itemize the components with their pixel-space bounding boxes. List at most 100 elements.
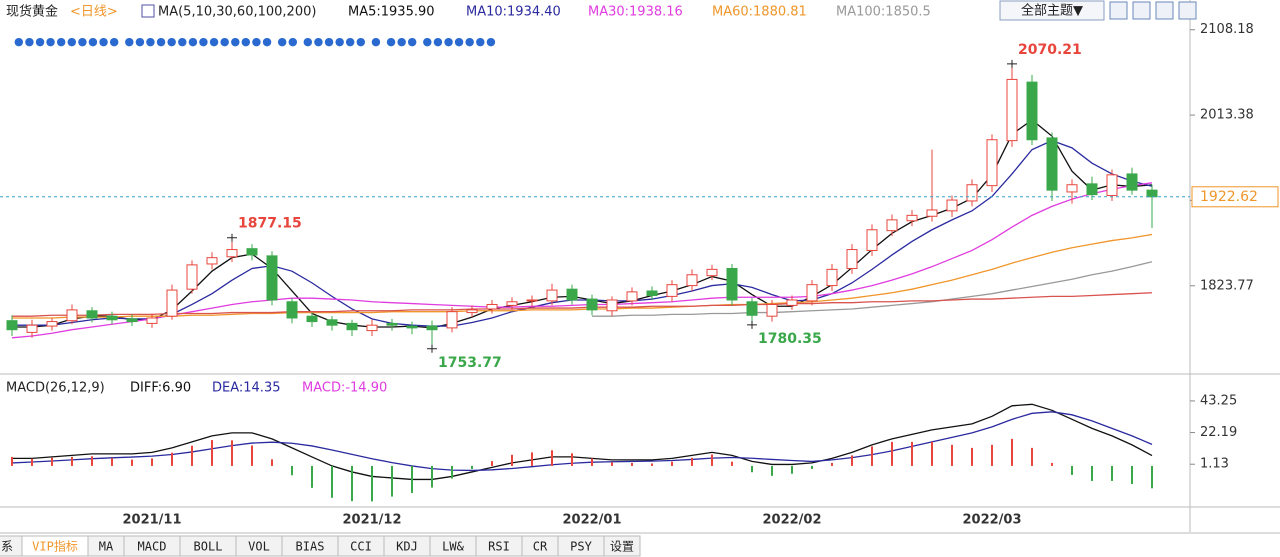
y-tick-label: 1.13 — [1200, 457, 1229, 472]
tab-label: MA — [99, 540, 114, 554]
macd-bar — [1071, 465, 1073, 475]
candle-body — [926, 209, 938, 217]
candle-body — [566, 288, 578, 301]
period[interactable]: <日线> — [70, 5, 118, 20]
macd-bar — [111, 458, 113, 466]
extreme-label: 1753.77 — [438, 355, 502, 371]
macd-bar — [11, 456, 13, 466]
candle-body — [166, 289, 178, 317]
x-tick-label: 2022/01 — [562, 513, 621, 528]
candle-body — [1006, 78, 1018, 142]
ma-params: MA(5,10,30,60,100,200) — [158, 5, 316, 20]
theme-button[interactable] — [999, 0, 1105, 21]
candle-body — [766, 303, 778, 317]
legend-entry: MA5:1935.90 — [348, 5, 435, 20]
ma-icon — [141, 4, 155, 18]
macd-line — [11, 411, 1153, 472]
tab[interactable] — [603, 535, 641, 557]
macd-bar — [831, 462, 833, 466]
icon-button[interactable] — [1109, 1, 1128, 20]
y-tick-label: 22.19 — [1200, 425, 1237, 440]
macd-bar — [771, 465, 773, 476]
candle-body — [6, 320, 18, 331]
y-tick-label: 2108.18 — [1200, 22, 1254, 37]
tab-label: CR — [533, 540, 548, 554]
macd-bar — [1011, 438, 1013, 466]
macd-bar — [271, 459, 273, 466]
macd-bar — [751, 465, 753, 473]
legend-entry: MA60:1880.81 — [712, 5, 807, 20]
candle-body — [906, 214, 918, 222]
ma-line — [12, 292, 1153, 317]
macd-bar — [1091, 465, 1093, 481]
macd-bar — [711, 454, 713, 466]
candle-body — [646, 290, 658, 296]
macd-bar — [651, 463, 653, 466]
macd-bar — [851, 455, 853, 466]
candle-body — [426, 325, 438, 331]
macd-bar — [691, 457, 693, 466]
macd-bar — [71, 456, 73, 466]
icon-button[interactable] — [1155, 1, 1174, 20]
macd-bar — [591, 458, 593, 466]
candle-body — [266, 255, 278, 301]
candle-body — [606, 299, 618, 312]
icon-button[interactable] — [1178, 1, 1197, 20]
candle-body — [886, 219, 898, 232]
tab-label: CCI — [350, 540, 372, 554]
candle-body — [666, 284, 678, 297]
tab-label: KDJ — [396, 540, 418, 554]
theme-button-label: 全部主题▼ — [1021, 3, 1083, 19]
macd-bar — [411, 465, 413, 493]
candle-body — [806, 284, 818, 302]
macd-bar — [571, 453, 573, 466]
legend-entry: DEA:14.35 — [212, 381, 281, 396]
candle-body — [1066, 184, 1078, 193]
candle-body — [686, 274, 698, 287]
candle-body — [986, 139, 998, 187]
candle-body — [466, 309, 478, 314]
candle-body — [726, 267, 738, 301]
extreme-label: 2070.21 — [1018, 42, 1082, 58]
macd-bar — [451, 465, 453, 479]
macd-bar — [471, 465, 473, 469]
candle-body — [446, 311, 458, 329]
tab-label: MACD — [138, 540, 167, 554]
tab-label: 设置 — [610, 540, 634, 554]
macd-bar — [311, 465, 313, 488]
macd-bar — [331, 465, 333, 498]
candle-body — [1146, 189, 1158, 198]
macd-bar — [731, 461, 733, 466]
candle-body — [1106, 174, 1118, 197]
macd-line — [12, 403, 1153, 481]
dot-row: ●●●●●●●●●● ●●●●●●●●●●●●●● ●● ●●●●●● ● ●●… — [14, 35, 497, 48]
current-price-box — [1191, 186, 1279, 208]
ma-line — [12, 233, 1153, 319]
extreme-marker — [227, 233, 237, 242]
candle-body — [966, 184, 978, 202]
macd-bar — [1031, 447, 1033, 466]
macd-bar — [291, 465, 293, 476]
candle-body — [626, 291, 638, 302]
tab-label: VOL — [248, 540, 270, 554]
macd-bar — [371, 465, 373, 502]
icon-button[interactable] — [1132, 1, 1151, 20]
candle-body — [106, 315, 118, 321]
y-tick-label: 43.25 — [1200, 393, 1237, 408]
extreme-marker — [1007, 59, 1017, 68]
legend-entry: MA10:1934.40 — [466, 5, 561, 20]
macd-bar — [971, 447, 973, 466]
macd-bar — [1051, 462, 1053, 466]
candle-body — [326, 319, 338, 326]
candle-body — [866, 229, 878, 251]
extreme-label: 1877.15 — [238, 216, 302, 232]
legend-entry: MA30:1938.16 — [588, 5, 683, 20]
macd-bar — [871, 446, 873, 466]
y-tick-label: 2013.38 — [1200, 108, 1254, 123]
candle-body — [846, 249, 858, 269]
tab-label: LW& — [442, 540, 464, 554]
tab-label: PSY — [570, 540, 592, 554]
macd-bar — [791, 465, 793, 474]
